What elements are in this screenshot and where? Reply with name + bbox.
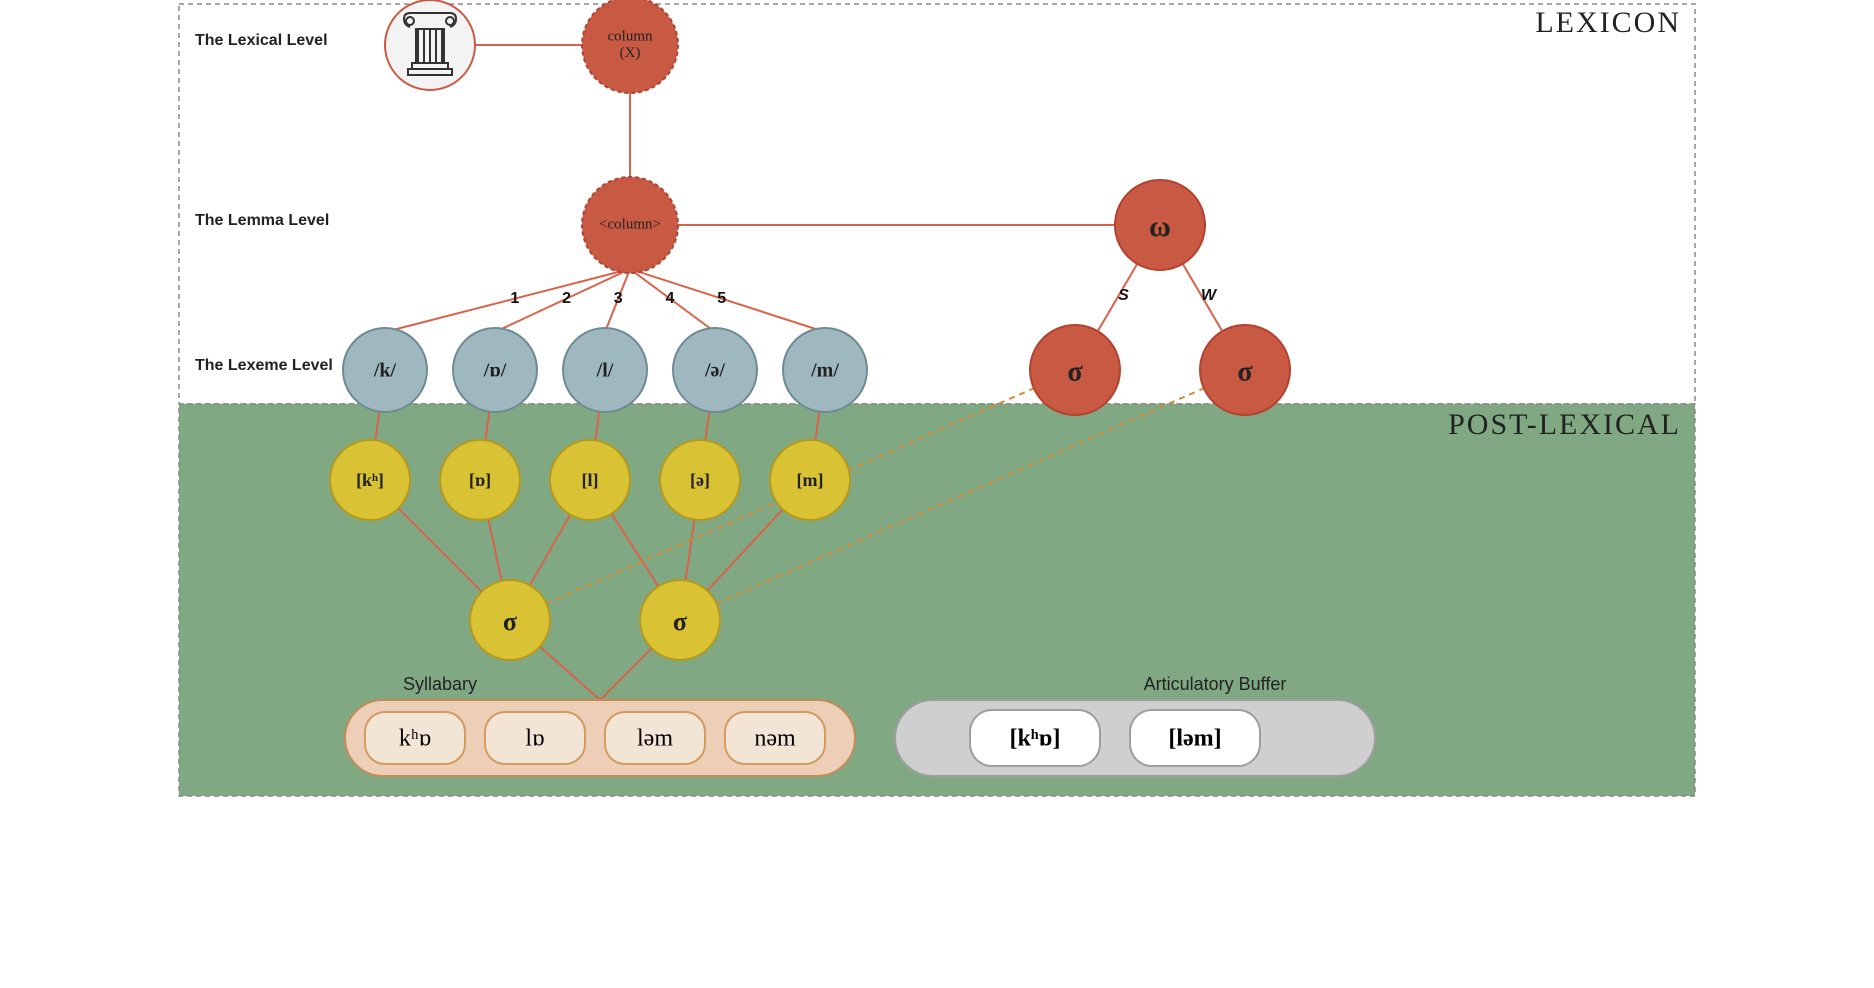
syllable-sigma-text: σ	[673, 607, 687, 636]
syllabary-item-text: nəm	[754, 726, 796, 752]
omega-text: ω	[1149, 210, 1171, 243]
syllabary-item-text: lɒ	[525, 726, 544, 752]
phoneme-text: /ɒ/	[483, 360, 507, 382]
allophone-text: [kʰ]	[356, 470, 384, 490]
buffer-item-text: [kʰɒ]	[1010, 726, 1061, 752]
allophone-text: [ə]	[690, 470, 710, 490]
allophone-text: [m]	[797, 470, 824, 490]
level-label-lemma: The Lemma Level	[195, 212, 329, 229]
sw-label-s: S	[1118, 287, 1129, 304]
level-label-lexical: The Lexical Level	[195, 32, 328, 49]
phoneme-number: 5	[717, 290, 726, 307]
buffer-title: Articulatory Buffer	[1144, 674, 1287, 694]
buffer-item-text: [ləm]	[1168, 726, 1221, 752]
sigma-lexeme-text: σ	[1067, 356, 1083, 387]
phoneme-number: 3	[614, 290, 623, 307]
phoneme-text: /k/	[373, 360, 397, 382]
syllabary-item-text: ləm	[637, 726, 673, 752]
lexicon-label: LEXICON	[1535, 6, 1681, 39]
phoneme-text: /ə/	[704, 360, 725, 382]
syllabary-title: Syllabary	[403, 674, 477, 694]
postlexical-label: POST-LEXICAL	[1448, 408, 1681, 441]
sw-label-w: W	[1201, 287, 1218, 304]
phoneme-text: /m/	[810, 360, 839, 382]
syllable-sigma-text: σ	[503, 607, 517, 636]
allophone-text: [l]	[582, 470, 599, 490]
phoneme-number: 1	[510, 290, 519, 307]
phoneme-number: 2	[562, 290, 571, 307]
phoneme-number: 4	[665, 290, 674, 307]
lemma-text: <column>	[599, 216, 661, 232]
allophone-text: [ɒ]	[469, 470, 491, 490]
phoneme-text: /l/	[596, 360, 614, 382]
sigma-lexeme-text: σ	[1237, 356, 1253, 387]
syllabary-item-text: kʰɒ	[399, 726, 431, 752]
level-label-lexeme: The Lexeme Level	[195, 357, 333, 374]
